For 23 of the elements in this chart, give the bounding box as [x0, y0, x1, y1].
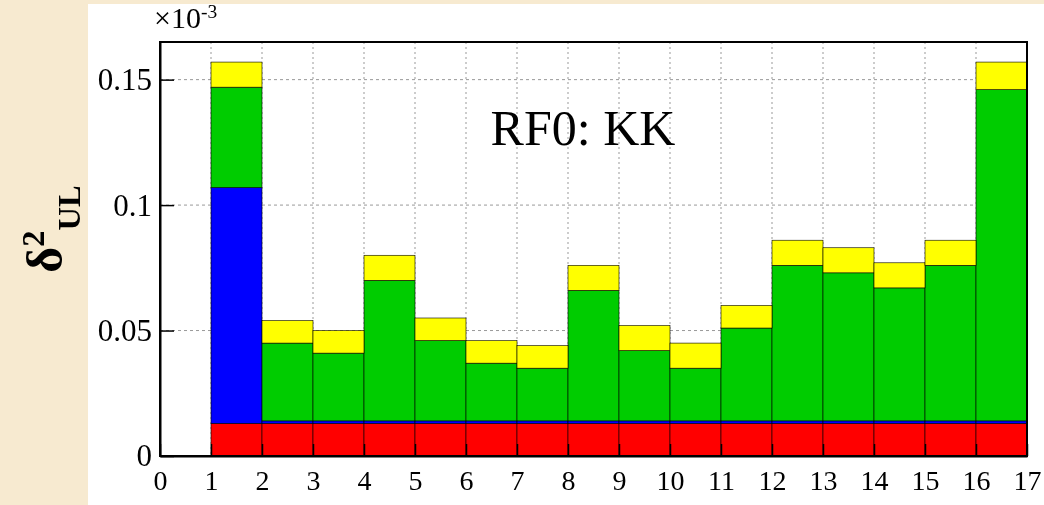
x-tick-label: 3	[306, 465, 321, 496]
x-tick-label: 16	[962, 465, 991, 496]
x-tick-label: 2	[255, 465, 270, 496]
x-tick-label: 15	[911, 465, 940, 496]
x-tick-label: 11	[708, 465, 735, 496]
x-tick-label: 4	[357, 465, 372, 496]
x-tick-label: 7	[510, 465, 525, 496]
x-tick-label: 17	[1013, 465, 1042, 496]
x-tick-label: 5	[408, 465, 423, 496]
annotation: RF0: KK	[490, 100, 676, 156]
y-tick-label: 0.05	[97, 312, 152, 348]
x-tick-label: 10	[656, 465, 685, 496]
y-tick-label: 0	[136, 438, 152, 474]
text: ×10$^{-3}$	[154, 0, 218, 34]
x-tick-label: 1	[204, 465, 219, 496]
y-tick-label: 0.15	[97, 62, 152, 98]
y-tick-label: 0.1	[113, 187, 152, 223]
x-tick-label: 9	[612, 465, 627, 496]
x-tick-label: 12	[758, 465, 787, 496]
x-tick-label: 13	[809, 465, 838, 496]
x-tick-label: 6	[459, 465, 474, 496]
x-tick-label: 8	[561, 465, 576, 496]
x-tick-label: 14	[860, 465, 889, 496]
